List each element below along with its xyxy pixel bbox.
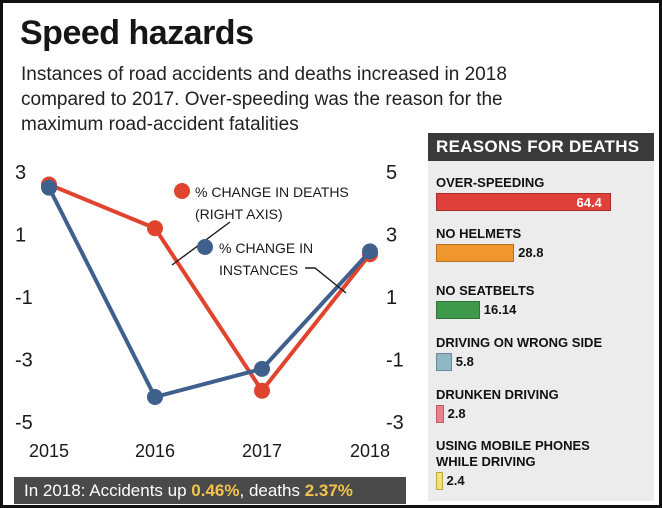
- reason-bar: [436, 353, 452, 371]
- reason-row: DRIVING ON WRONG SIDE 5.8: [436, 335, 602, 371]
- footer-prefix: In 2018: Accidents up: [24, 481, 192, 500]
- reason-row: USING MOBILE PHONES WHILE DRIVING 2.4: [436, 438, 590, 490]
- legend-deaths-marker: [174, 183, 190, 199]
- right-axis-tick: 3: [386, 225, 397, 247]
- footer-summary: In 2018: Accidents up 0.46%, deaths 2.37…: [14, 477, 406, 504]
- reasons-title: REASONS FOR DEATHS: [428, 133, 654, 161]
- reason-value: 16.14: [483, 301, 517, 317]
- reason-bar: [436, 405, 444, 423]
- reason-label: DRUNKEN DRIVING: [436, 387, 559, 402]
- deaths-point: [147, 220, 163, 237]
- right-axis: 5 3 1 -1 -3: [386, 162, 404, 434]
- reason-label: USING MOBILE PHONES WHILE DRIVING: [436, 438, 590, 469]
- right-axis-tick: -3: [386, 412, 404, 434]
- instances-point: [362, 243, 378, 260]
- legend-instances-marker: [197, 239, 213, 255]
- instances-line: [47, 186, 372, 399]
- left-axis-tick: 3: [15, 162, 26, 184]
- x-axis-tick: 2015: [29, 441, 69, 461]
- x-axis-tick: 2018: [350, 441, 390, 461]
- reason-value: 28.8: [518, 244, 544, 260]
- reason-label: NO SEATBELTS: [436, 283, 535, 298]
- x-axis-tick: 2017: [242, 441, 282, 461]
- reason-row: NO HELMETS 28.8: [436, 226, 543, 262]
- reason-bar-wrap: 2.4: [436, 470, 590, 490]
- series-layer: [41, 176, 378, 405]
- reason-label: DRIVING ON WRONG SIDE: [436, 335, 603, 350]
- footer-middle: , deaths: [239, 481, 305, 500]
- reason-bar-wrap: 64.4: [436, 191, 611, 211]
- left-axis-tick: 1: [15, 225, 26, 247]
- reason-value: 2.8: [447, 405, 466, 421]
- reason-bar: [436, 301, 480, 319]
- left-axis: 3 1 -1 -3 -5: [15, 162, 33, 434]
- legend-deaths-label: % CHANGE IN DEATHS: [195, 184, 349, 200]
- right-axis-tick: -1: [386, 350, 404, 372]
- chart-legend: % CHANGE IN DEATHS (RIGHT AXIS) % CHANGE I…: [171, 183, 349, 294]
- instances-point: [147, 389, 163, 405]
- reason-row: NO SEATBELTS 16.14: [436, 283, 534, 319]
- instances-point: [254, 360, 270, 377]
- x-axis-tick: 2016: [135, 441, 175, 461]
- deaths-point: [254, 382, 270, 399]
- reason-value: 5.8: [455, 353, 474, 369]
- accidents-change: 0.46%: [191, 481, 240, 500]
- reason-bar: [436, 244, 515, 262]
- reason-bar-wrap: 16.14: [436, 299, 534, 319]
- left-axis-tick: -1: [15, 287, 33, 309]
- reason-value: 2.4: [446, 472, 465, 488]
- x-axis: 2015 2016 2017 2018: [29, 441, 390, 461]
- right-axis-tick: 1: [386, 287, 397, 309]
- page-title: Speed hazards: [20, 14, 254, 52]
- left-axis-tick: -5: [15, 412, 33, 434]
- reason-bar: 64.4: [436, 193, 611, 211]
- reason-row: OVER-SPEEDING 64.4: [436, 175, 611, 211]
- legend-instances-label: % CHANGE IN: [219, 240, 313, 256]
- left-axis-tick: -3: [15, 350, 33, 372]
- reason-value: 64.4: [576, 195, 602, 210]
- reason-bar-wrap: 5.8: [436, 351, 602, 371]
- reason-bar-wrap: 28.8: [436, 242, 543, 262]
- right-axis-tick: 5: [386, 162, 397, 184]
- page-subtitle: Instances of road accidents and deaths i…: [21, 64, 507, 135]
- deaths-change: 2.37%: [304, 481, 353, 500]
- reason-row: DRUNKEN DRIVING 2.8: [436, 387, 559, 423]
- instances-point: [41, 179, 57, 196]
- reasons-panel: REASONS FOR DEATHS OVER-SPEEDING 64.4 NO H…: [428, 133, 654, 501]
- reason-bar: [436, 472, 443, 490]
- reason-bar-wrap: 2.8: [436, 403, 559, 423]
- deaths-line: [48, 182, 372, 393]
- reason-label: NO HELMETS: [436, 226, 522, 241]
- reason-label: OVER-SPEEDING: [436, 175, 545, 190]
- legend-deaths-label: (RIGHT AXIS): [195, 206, 283, 222]
- legend-instances-label: INSTANCES: [219, 262, 298, 278]
- line-chart: 3 1 -1 -3 -5 5 3 1 -1 -3 2015 2016 2017 2018 % CHAN…: [15, 162, 404, 461]
- legend-instances-leader: [305, 267, 347, 294]
